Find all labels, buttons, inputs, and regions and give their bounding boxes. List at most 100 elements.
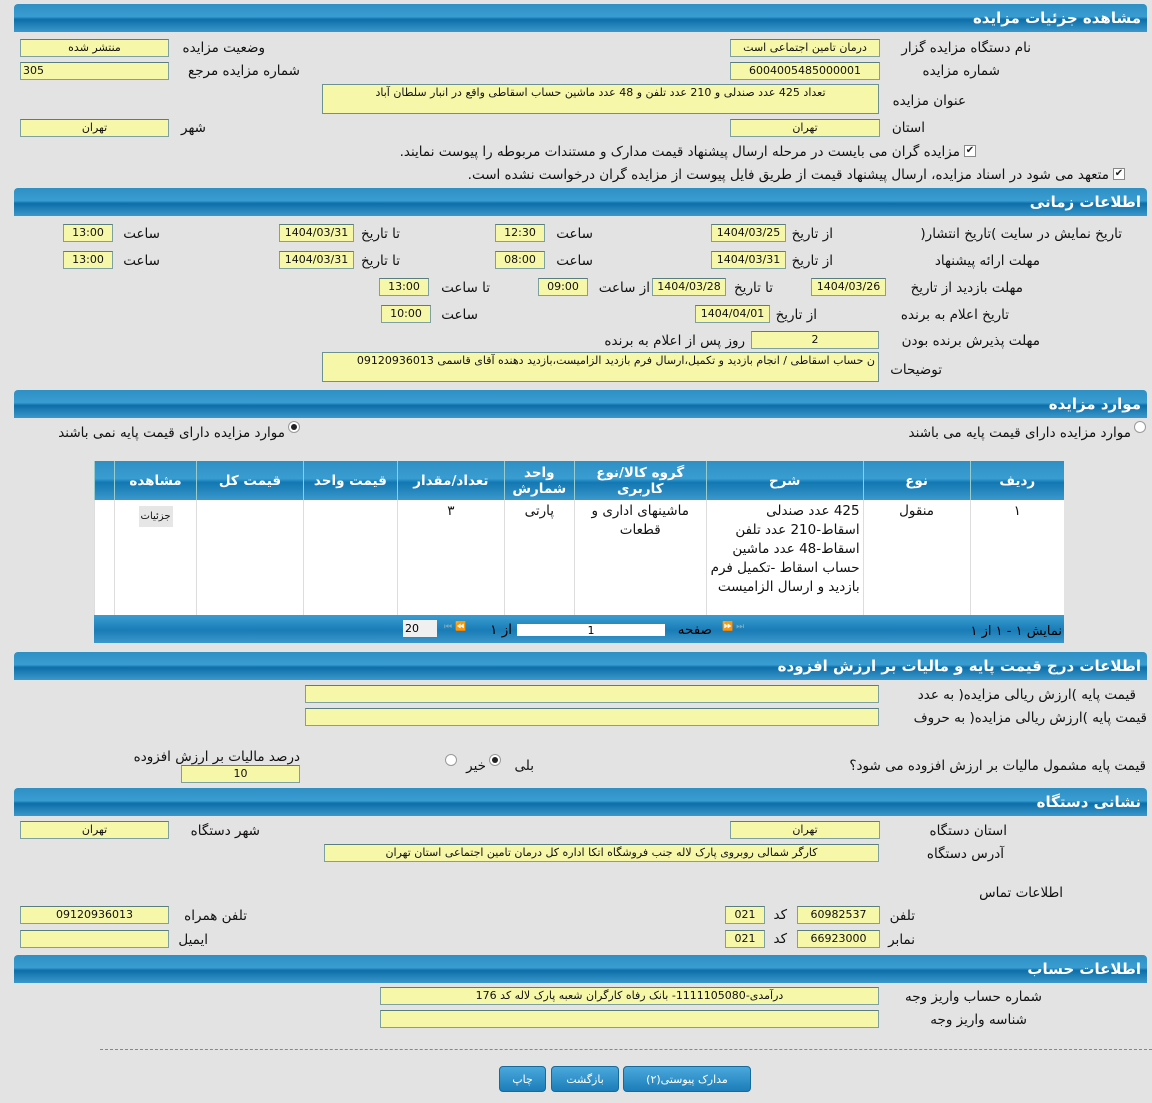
base-price-words-field[interactable] [305, 708, 879, 726]
to-date-label: تا تاریخ [360, 226, 400, 242]
col-row[interactable]: ردیف [969, 461, 1064, 500]
ref-field[interactable]: 305 [20, 62, 169, 80]
publish-from-time[interactable]: 12:30 [495, 224, 545, 242]
from-date-label: از تاریخ [791, 226, 833, 242]
org-province-field[interactable]: تهران [730, 821, 880, 839]
divider [100, 1049, 1152, 1050]
fax-field[interactable]: 66923000 [797, 930, 880, 948]
status-label: وضعیت مزایده [182, 40, 265, 56]
section-header-details: مشاهده جزئیات مزایده [14, 4, 1147, 32]
account-field[interactable]: درآمدی-1111105080- بانک رفاه کارگران شعب… [380, 987, 879, 1005]
col-desc[interactable]: شرح [705, 461, 864, 500]
base-price-number-field[interactable] [305, 685, 879, 703]
visit-label: مهلت بازدید از تاریخ [910, 280, 1023, 296]
page-label: صفحه [677, 622, 712, 638]
page-input[interactable]: 1 [517, 624, 665, 637]
mobile-field[interactable]: 09120936013 [20, 906, 169, 924]
number-field[interactable]: 6004005485000001 [730, 62, 880, 80]
offer-to-date[interactable]: 1404/03/31 [279, 251, 354, 269]
announce-label: تاریخ اعلام به برنده [900, 307, 1009, 323]
org-address-field[interactable]: کارگر شمالی روبروی پارک لاله جنب فروشگاه… [324, 844, 879, 862]
attach-docs-checkbox[interactable]: ✔ [964, 145, 976, 157]
notes-field[interactable]: ن حساب اسقاطی / انجام بازدید و تکمیل،ارس… [322, 352, 879, 382]
col-type[interactable]: نوع [862, 461, 971, 500]
offer-from-date[interactable]: 1404/03/31 [711, 251, 786, 269]
cell-type: منقول [862, 500, 971, 615]
org-field[interactable]: درمان تامین اجتماعی است [730, 39, 880, 57]
cell-view: جزئیات [114, 500, 197, 615]
publish-label: تاریخ نمایش در سایت )تاریخ انتشار( [920, 226, 1122, 242]
details-button[interactable]: جزئیات [138, 506, 173, 527]
with-base-price-radio[interactable] [1134, 421, 1146, 433]
payment-id-field[interactable] [380, 1010, 879, 1028]
section-title: اطلاعات حساب [1027, 960, 1141, 978]
visit-to-time[interactable]: 13:00 [379, 278, 429, 296]
no-attachment-checkbox[interactable]: ✔ [1113, 168, 1125, 180]
visit-from-time[interactable]: 09:00 [538, 278, 588, 296]
org-city-field[interactable]: تهران [20, 821, 169, 839]
vat-yes-radio[interactable] [489, 754, 501, 766]
cell-unit-price [302, 500, 398, 615]
mobile-label: تلفن همراه [184, 908, 247, 924]
cell-row: ۱ [969, 500, 1064, 615]
print-button[interactable]: چاپ [499, 1066, 546, 1092]
col-view[interactable]: مشاهده [114, 461, 197, 500]
offer-to-time[interactable]: 13:00 [63, 251, 113, 269]
accept-days-field[interactable]: 2 [751, 331, 879, 349]
back-button[interactable]: بازگشت [551, 1066, 619, 1092]
publish-to-time[interactable]: 13:00 [63, 224, 113, 242]
subject-field[interactable]: تعداد 425 عدد صندلی و 210 عدد تلفن و 48 … [322, 84, 879, 114]
city-label: شهر [181, 120, 206, 136]
without-base-price-radio[interactable] [288, 421, 300, 433]
col-unit-price[interactable]: قیمت واحد [302, 461, 398, 500]
no-attachment-text: متعهد می شود در اسناد مزایده، ارسال پیشن… [467, 167, 1109, 183]
email-label: ایمیل [178, 932, 208, 948]
cell-spacer [93, 500, 115, 615]
publish-from-date[interactable]: 1404/03/25 [711, 224, 786, 242]
vat-no-label: خیر [466, 758, 486, 774]
col-unit[interactable]: واحد شمارش [503, 461, 575, 500]
visit-from-date[interactable]: 1404/03/26 [811, 278, 886, 296]
announce-date[interactable]: 1404/04/01 [695, 305, 770, 323]
first-next-page-icons[interactable]: ⏭ ⏩ [722, 622, 745, 632]
org-province-label: استان دستگاه [929, 823, 1008, 839]
with-base-price-label: موارد مزایده دارای قیمت پایه می باشند [908, 425, 1131, 441]
vat-percent-field[interactable]: 10 [181, 765, 300, 783]
attachments-button[interactable]: مدارک پیوستی(۲) [623, 1066, 751, 1092]
contact-title: اطلاعات تماس [979, 885, 1063, 901]
to-date-label: تا تاریخ [733, 280, 773, 296]
section-header-address: نشانی دستگاه [14, 788, 1147, 816]
page-size-input[interactable]: 20 [403, 620, 437, 637]
col-group[interactable]: گروه کالا/نوع کاربری [573, 461, 707, 500]
vat-no-radio[interactable] [445, 754, 457, 766]
offer-from-time[interactable]: 08:00 [495, 251, 545, 269]
phone-field[interactable]: 60982537 [797, 906, 880, 924]
col-qty[interactable]: تعداد/مقدار [396, 461, 505, 500]
phone-code-field[interactable]: 021 [725, 906, 765, 924]
city-field[interactable]: تهران [20, 119, 169, 137]
phone-label: تلفن [889, 908, 915, 924]
vat-yes-label: بلی [514, 758, 534, 774]
fax-code-field[interactable]: 021 [725, 930, 765, 948]
prev-last-page-icons[interactable]: ⏪ ⏮ [444, 622, 467, 632]
ref-label: شماره مزایده مرجع [188, 63, 300, 79]
email-field[interactable] [20, 930, 169, 948]
col-spacer [93, 461, 115, 500]
section-title: موارد مزایده [1048, 395, 1141, 413]
status-field[interactable]: منتشر شده [20, 39, 169, 57]
visit-to-date[interactable]: 1404/03/28 [652, 278, 726, 296]
org-city-label: شهر دستگاه [190, 823, 260, 839]
cell-unit: پارتی [503, 500, 575, 615]
col-total[interactable]: قیمت کل [196, 461, 304, 500]
section-header-timing: اطلاعات زمانی [14, 188, 1147, 216]
announce-time[interactable]: 10:00 [381, 305, 431, 323]
pager-summary: نمایش ۱ - ۱ از ۱ [970, 624, 1063, 639]
table-pager: نمایش ۱ - ۱ از ۱ ⏭ ⏩ صفحه 1 از ۱ ⏪ ⏮ 20 [94, 615, 1064, 643]
subject-label: عنوان مزایده [892, 93, 966, 109]
to-date-label: تا تاریخ [360, 253, 400, 269]
page-title: مشاهده جزئیات مزایده [972, 9, 1141, 27]
province-field[interactable]: تهران [730, 119, 880, 137]
publish-to-date[interactable]: 1404/03/31 [279, 224, 354, 242]
payment-id-label: شناسه واریز وجه [930, 1012, 1027, 1028]
table-header: ردیف نوع شرح گروه کالا/نوع کاربری واحد ش… [93, 461, 1064, 500]
